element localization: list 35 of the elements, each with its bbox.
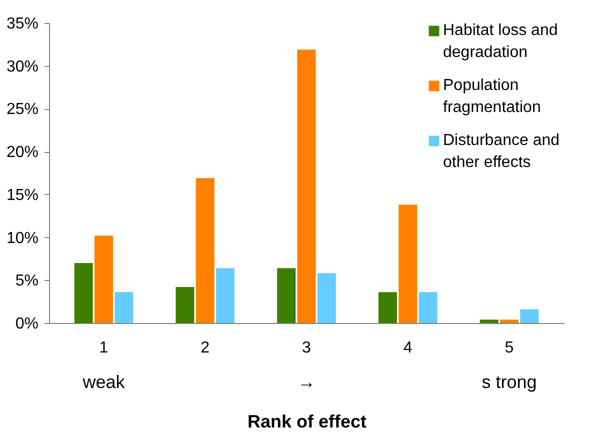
x-tick-label: 2 [200,340,210,356]
bar [114,292,134,323]
y-tick-label: 5% [15,272,38,290]
text: weak [82,372,126,392]
bar [398,204,418,323]
text: → [298,372,316,392]
y-tick-label: 15% [6,186,38,204]
bar [94,236,114,323]
legend-label: Habitat loss and degradation [443,22,558,61]
bar [297,50,316,323]
x-tick-label: 3 [302,340,312,356]
x-tick-label: 1 [99,340,108,356]
bar [480,320,498,323]
bar [520,309,539,323]
bar [196,178,214,323]
bar [378,292,398,323]
x-tick-label: 5 [504,340,514,356]
bar [317,273,336,323]
x-tick-label: 4 [403,340,412,356]
bar [500,320,519,323]
bar [216,268,235,323]
y-tick-label: 30% [6,58,38,76]
bar [418,292,438,323]
bar [176,287,194,323]
text: s trong [482,372,537,392]
y-tick-label: 0% [15,316,38,332]
legend-label: Population fragmentation [443,77,541,116]
y-tick-label: 10% [6,230,38,247]
bar [74,263,93,323]
legend-label: Disturbance and other effects [443,132,560,171]
y-tick-label: 35% [6,16,38,32]
y-tick-label: 20% [6,144,38,162]
x-axis-title: Rank of effect [247,412,367,432]
bar [277,268,296,323]
y-tick-label: 25% [6,101,38,118]
